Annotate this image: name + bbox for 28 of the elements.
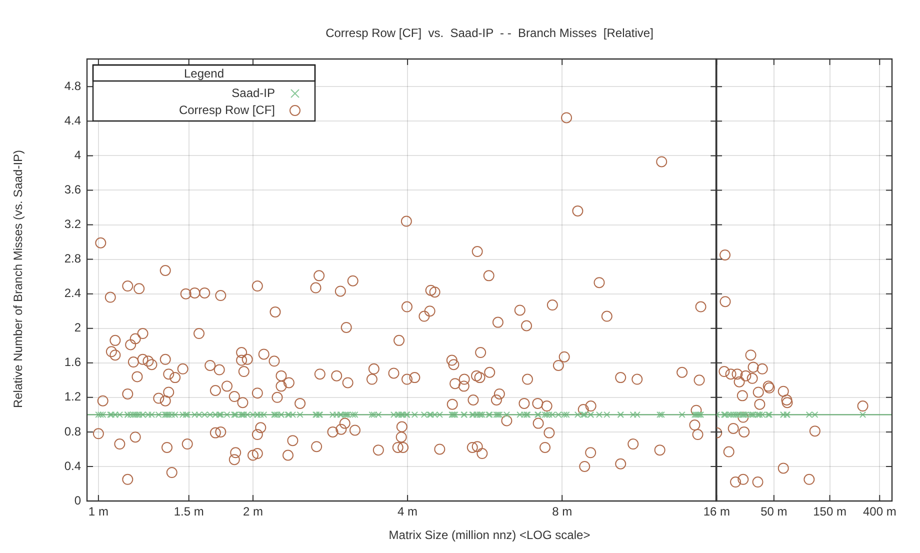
legend-title: Legend — [184, 66, 224, 80]
x-axis-title: Matrix Size (million nnz) <LOG scale> — [388, 528, 592, 542]
y-tick-label: 1.2 — [64, 390, 82, 404]
y-tick-label: 2 — [74, 320, 82, 335]
y-tick-label: 2.8 — [64, 252, 82, 266]
y-tick-label: 1.6 — [64, 355, 82, 370]
y-tick-label: 4.8 — [64, 78, 82, 93]
legend-label: Corresp Row [CF] — [178, 102, 275, 117]
y-tick-label: 0 — [74, 493, 82, 508]
y-tick-label: 0.4 — [64, 458, 82, 473]
y-tick-label: 0.8 — [64, 424, 82, 438]
x-tick-label: 1.5 m — [174, 504, 204, 519]
y-axis-title: Relative Number of Branch Misses (vs. Saad-IP) — [11, 148, 25, 410]
x-tick-label: 2 m — [242, 504, 263, 519]
x-tick-label: 16 m — [703, 504, 730, 519]
y-tick-label: 2.4 — [64, 286, 82, 300]
y-tick-label: 4 — [74, 148, 82, 162]
x-tick-label: 8 m — [552, 504, 572, 519]
y-tick-label: 3.6 — [64, 182, 82, 197]
y-tick-label: 4.4 — [64, 113, 82, 128]
x-tick-label: 150 m — [813, 504, 846, 519]
legend-label: Saad-IP — [232, 86, 275, 100]
x-tick-label: 1 m — [88, 504, 108, 519]
x-tick-label: 400 m — [862, 504, 896, 519]
x-tick-label: 4 m — [398, 504, 418, 519]
y-tick-label: 3.2 — [64, 217, 82, 232]
chart-title: Corresp Row [CF] vs. Saad-IP - - Branch Misses [Relative] — [324, 26, 654, 40]
x-tick-label: 50 m — [760, 504, 788, 519]
